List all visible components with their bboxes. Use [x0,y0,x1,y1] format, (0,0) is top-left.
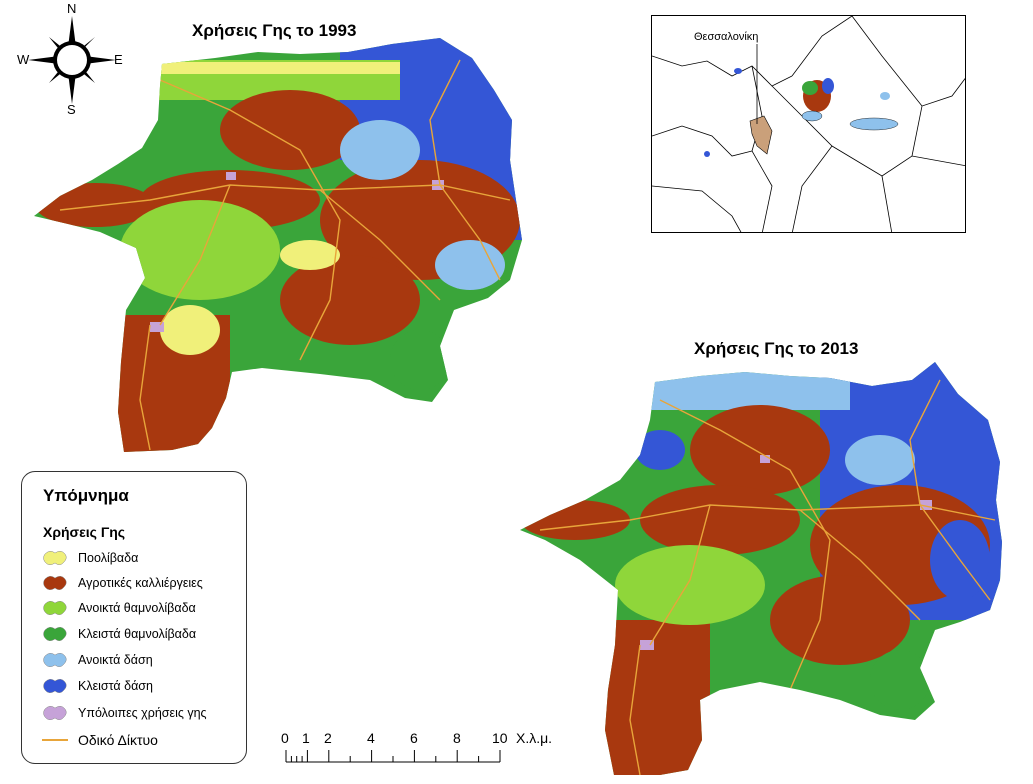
scale-tick-label: 6 [410,730,418,746]
legend-swatch-icon [43,706,67,720]
legend-label: Κλειστά θαμνολίβαδα [78,627,197,641]
compass-e: E [114,52,123,67]
scale-tick-label: 1 [302,730,310,746]
legend-label: Ανοικτά δάση [78,653,153,667]
scale-bar: 0 1 2 4 6 8 10 Χ.λ.μ. [278,728,578,768]
compass-rose-icon [28,16,116,104]
legend-swatch-icon [43,551,67,565]
scale-bar-graphic [285,750,501,763]
legend-swatch-icon [43,627,67,641]
legend-label: Ανοικτά θαμνολίβαδα [78,601,196,615]
scale-unit: Χ.λ.μ. [516,730,553,746]
legend-title: Υπόμνημα [43,486,129,505]
legend-item-road-network: Οδικό Δίκτυο [42,730,158,750]
legend-item-closed-shrubland: Κλειστά θαμνολίβαδα [42,624,196,644]
north-arrow [14,2,130,118]
compass-s: S [67,102,76,117]
compass-n: N [67,1,77,16]
legend-item-pastures: Ποολίβαδα [42,548,138,568]
legend-item-open-forest: Ανοικτά δάση [42,650,153,670]
legend-label: Αγροτικές καλλιέργειες [78,576,203,590]
inset-locator-map: Θεσσαλονίκη [651,15,966,233]
legend-label: Υπόλοιπες χρήσεις γης [78,706,207,720]
scale-tick-label: 10 [492,730,508,746]
compass-w: W [17,52,30,67]
scale-tick-label: 0 [281,730,289,746]
legend-label: Ποολίβαδα [78,551,139,565]
legend-item-closed-forest: Κλειστά δάση [42,676,153,696]
legend-swatch-icon [43,576,67,590]
legend-item-other-uses: Υπόλοιπες χρήσεις γης [42,703,207,723]
legend-box: Υπόμνημα Χρήσεις Γης Ποολίβαδα Αγροτικές… [21,471,247,764]
map-1993-title: Χρήσεις Γης το 1993 [192,21,357,40]
legend-swatch-icon [43,653,67,667]
road-line-icon [42,739,68,741]
map-2013-title: Χρήσεις Γης το 2013 [694,339,859,358]
legend-subtitle: Χρήσεις Γης [43,524,126,540]
legend-swatch-icon [43,601,67,615]
scale-tick-label: 8 [453,730,461,746]
legend-label: Κλειστά δάση [78,679,153,693]
legend-item-open-shrubland: Ανοικτά θαμνολίβαδα [42,598,196,618]
legend-swatch-icon [43,679,67,693]
scale-tick-label: 2 [324,730,332,746]
inset-map-graphic [652,16,965,232]
legend-item-agriculture: Αγροτικές καλλιέργειες [42,573,203,593]
inset-city-label: Θεσσαλονίκη [694,31,759,43]
scale-tick-label: 4 [367,730,375,746]
legend-label: Οδικό Δίκτυο [78,732,158,748]
